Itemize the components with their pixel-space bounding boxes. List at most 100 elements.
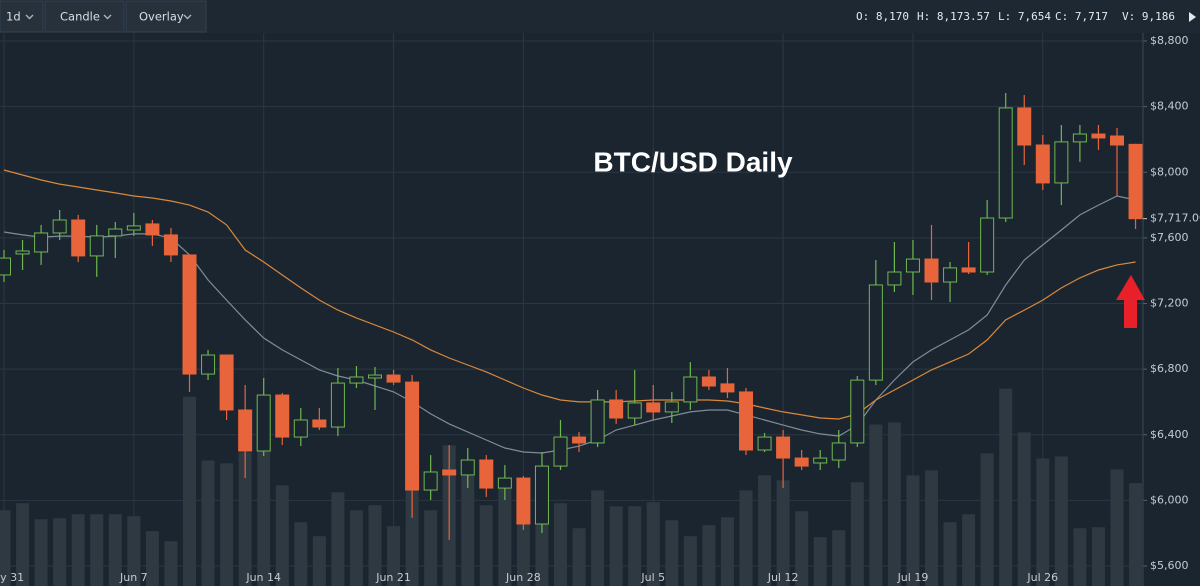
chart-type-button[interactable]: [44, 0, 125, 33]
volume-bar: [53, 518, 67, 586]
x-tick-label: Jul 5: [640, 571, 665, 584]
candle-body: [572, 436, 587, 444]
candle-body: [256, 394, 271, 452]
candle-body: [330, 382, 345, 428]
candle-body: [887, 271, 902, 286]
candle-body: [516, 477, 531, 525]
volume-bar: [257, 448, 271, 586]
volume-bar: [554, 503, 567, 586]
volume-bar: [943, 522, 957, 586]
arrow-annotation: [1116, 275, 1145, 328]
candle-body: [423, 471, 438, 491]
candle-body: [34, 232, 49, 253]
candle-body: [201, 354, 216, 375]
volume-bar: [869, 424, 883, 586]
volume-bar: [980, 453, 994, 586]
moving-average: [3, 169, 1136, 420]
candle-body: [1054, 141, 1069, 184]
volume-bar: [479, 505, 493, 586]
chevron: [25, 14, 34, 20]
chevron: [183, 14, 192, 20]
volume-bar: [1129, 483, 1143, 586]
volume-bar: [220, 463, 234, 586]
readout-volume: V: 9,186: [1122, 10, 1175, 23]
x-tick-label: Jul 26: [1026, 571, 1058, 584]
x-tick-label: Jun 7: [119, 571, 148, 584]
candle-body: [646, 402, 661, 413]
volume-bar: [906, 475, 920, 586]
readout-open: O: 8,170: [856, 10, 909, 23]
volume-bar: [368, 505, 382, 586]
candle-body: [89, 235, 104, 257]
candle-body: [1091, 133, 1106, 139]
candle-body: [1017, 107, 1032, 146]
volume-bar: [461, 475, 475, 586]
volume-bar: [108, 514, 122, 586]
candle-body: [0, 257, 11, 276]
volume-bar: [294, 522, 308, 586]
candle-body: [52, 219, 67, 234]
candle-body: [219, 354, 234, 411]
candle-body: [182, 254, 197, 375]
volume-bar: [34, 519, 48, 586]
candle-body: [1128, 143, 1143, 220]
volume-bar: [795, 511, 809, 586]
volume-bar: [683, 536, 697, 586]
candle-body: [943, 267, 958, 283]
volume-bar: [702, 525, 716, 586]
volume-bar: [424, 510, 438, 586]
volume-bar: [1036, 458, 1050, 586]
y-tick-label: $8,000: [1150, 165, 1189, 178]
candle-body: [924, 258, 939, 283]
candle-body: [71, 219, 86, 257]
y-tick-label: $7,600: [1150, 231, 1189, 244]
volume-bar: [498, 478, 512, 586]
y-tick-label: $5,600: [1150, 559, 1189, 572]
readout-low: L: 7,654: [998, 10, 1051, 23]
volume-bar: [832, 530, 846, 586]
candle-body: [701, 376, 716, 387]
volume-bar: [387, 526, 401, 586]
volume-bar: [758, 475, 772, 586]
candle-body: [442, 469, 457, 476]
volume-bar: [331, 492, 345, 586]
candle-body: [1110, 135, 1124, 146]
volume-bar: [145, 531, 159, 586]
overlay-button[interactable]: [125, 0, 207, 33]
interval-button[interactable]: [0, 0, 44, 33]
volume-bar: [628, 506, 642, 586]
candle-body: [460, 459, 475, 476]
volume-bar: [0, 510, 11, 586]
candle-body: [757, 436, 772, 451]
x-tick-label: May 31: [0, 571, 24, 584]
volume-bar: [1017, 432, 1031, 586]
play-button[interactable]: [1189, 12, 1196, 22]
candle-body: [479, 459, 494, 489]
candles: [0, 93, 1143, 540]
volume-bar: [572, 528, 586, 586]
candle-body: [405, 381, 420, 491]
candle-body: [534, 465, 549, 525]
candle-body: [386, 374, 401, 383]
candle-body: [683, 376, 698, 403]
volume-bar: [646, 502, 660, 586]
volume-bar: [739, 490, 753, 586]
candle-body: [1035, 144, 1050, 184]
candle-body: [1072, 133, 1087, 143]
candle-body: [776, 436, 791, 459]
overlay-label: Overlay: [139, 10, 184, 24]
toolbar: 1d Candle Overlay O: 8,170 H: 8,173.57 L…: [0, 0, 1200, 33]
volume-bar: [1091, 527, 1105, 586]
candle-body: [980, 217, 995, 273]
volume-bar: [665, 520, 679, 586]
volume-bar: [1054, 456, 1068, 586]
price-marker-label: $7,717.00: [1150, 212, 1200, 225]
volume-bar: [999, 388, 1013, 586]
volume-bar: [164, 541, 178, 586]
candle-body: [126, 225, 141, 231]
candle-body: [15, 250, 30, 255]
volume-bar: [275, 485, 289, 586]
y-tick-label: $6,000: [1150, 493, 1189, 506]
